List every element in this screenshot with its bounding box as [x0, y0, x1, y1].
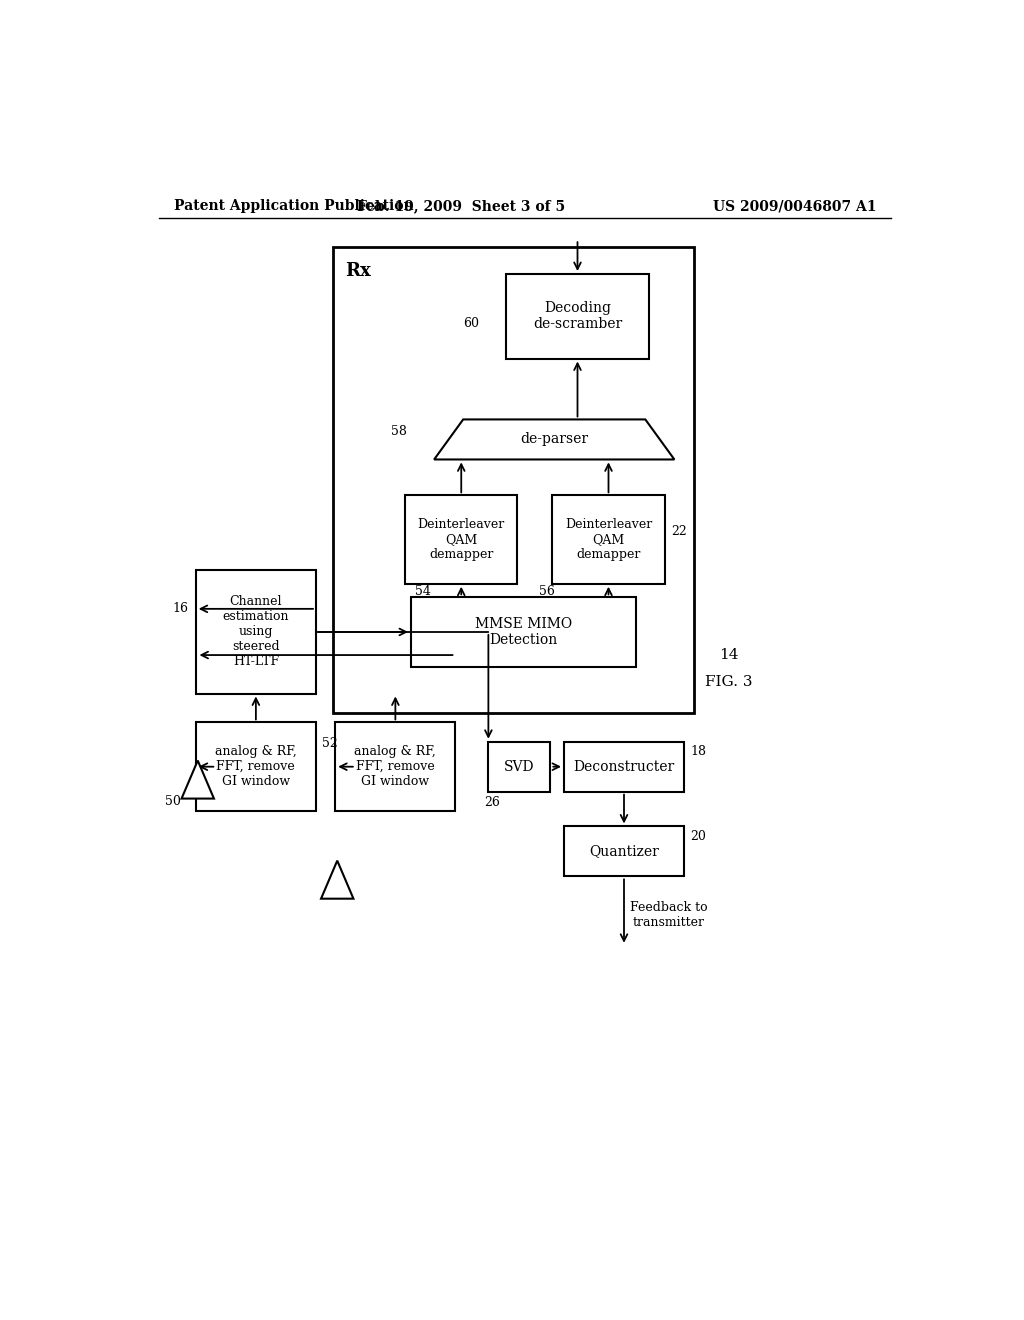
Text: 20: 20: [690, 829, 707, 842]
Bar: [406, 495, 517, 583]
Text: Feb. 19, 2009  Sheet 3 of 5: Feb. 19, 2009 Sheet 3 of 5: [357, 199, 565, 213]
Bar: [488, 742, 550, 792]
Text: SVD: SVD: [504, 760, 535, 774]
Text: 58: 58: [391, 425, 408, 438]
Bar: [196, 570, 316, 693]
Text: Patent Application Publication: Patent Application Publication: [174, 199, 414, 213]
Text: Channel
estimation
using
steered
HT-LTF: Channel estimation using steered HT-LTF: [222, 595, 289, 668]
Text: Decoding
de-scramber: Decoding de-scramber: [532, 301, 623, 331]
Text: Deinterleaver
QAM
demapper: Deinterleaver QAM demapper: [565, 517, 652, 561]
Text: 56: 56: [539, 585, 555, 598]
Bar: [564, 826, 684, 876]
Text: 52: 52: [323, 737, 338, 750]
Bar: [334, 247, 693, 713]
Bar: [196, 722, 316, 810]
Bar: [564, 742, 684, 792]
Text: 60: 60: [463, 317, 479, 330]
Text: Deinterleaver
QAM
demapper: Deinterleaver QAM demapper: [418, 517, 505, 561]
Bar: [552, 495, 665, 583]
Text: Rx: Rx: [345, 263, 371, 280]
Polygon shape: [181, 760, 214, 799]
Text: analog & RF,
FFT, remove
GI window: analog & RF, FFT, remove GI window: [354, 746, 436, 788]
Text: Feedback to
transmitter: Feedback to transmitter: [630, 902, 708, 929]
Bar: [335, 722, 456, 810]
Text: Quantizer: Quantizer: [589, 845, 658, 858]
Text: 22: 22: [671, 525, 687, 539]
Text: 18: 18: [690, 744, 707, 758]
Text: 26: 26: [484, 796, 501, 809]
Text: US 2009/0046807 A1: US 2009/0046807 A1: [713, 199, 877, 213]
Bar: [506, 275, 649, 359]
Text: Deconstructer: Deconstructer: [573, 760, 675, 774]
Text: 14: 14: [719, 648, 738, 663]
Bar: [411, 597, 636, 667]
Polygon shape: [322, 861, 353, 899]
Text: 16: 16: [173, 602, 188, 615]
Text: de-parser: de-parser: [520, 433, 589, 446]
Text: MMSE MIMO
Detection: MMSE MIMO Detection: [475, 616, 571, 647]
Polygon shape: [434, 420, 675, 459]
Text: FIG. 3: FIG. 3: [705, 675, 753, 689]
Text: 54: 54: [415, 585, 431, 598]
Text: analog & RF,
FFT, remove
GI window: analog & RF, FFT, remove GI window: [215, 746, 297, 788]
Text: 50: 50: [165, 795, 181, 808]
